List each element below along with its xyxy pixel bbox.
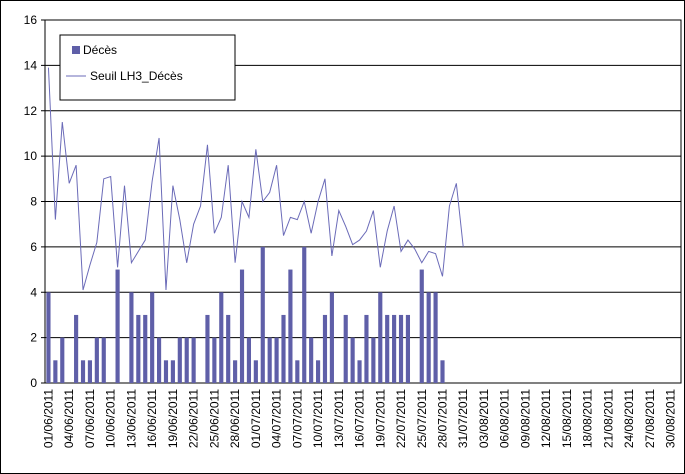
bar: [371, 337, 376, 383]
bar: [101, 337, 106, 383]
bar: [260, 246, 265, 383]
bar: [129, 292, 134, 383]
bar: [191, 337, 196, 383]
x-tick-label: 28/07/2011: [436, 389, 450, 448]
x-tick-label: 19/06/2011: [166, 389, 180, 448]
x-tick-label: 19/07/2011: [373, 389, 387, 448]
line: [47, 67, 464, 291]
x-tick-label: 22/07/2011: [394, 389, 408, 448]
x-tick-label: 07/07/2011: [290, 389, 304, 448]
bar: [233, 360, 238, 383]
x-tick-label: 28/06/2011: [228, 389, 242, 448]
bar: [309, 337, 314, 383]
bar: [115, 269, 120, 383]
bar: [315, 360, 321, 383]
bar: [80, 360, 86, 383]
bar: [392, 314, 397, 383]
y-tick-label: 14: [24, 58, 38, 72]
bar: [177, 337, 182, 383]
bar: [184, 337, 189, 383]
x-tick-label: 03/08/2011: [477, 389, 491, 448]
x-tick-label: 07/06/2011: [83, 389, 97, 448]
bar: [426, 292, 431, 383]
y-tick-label: 4: [30, 285, 37, 299]
bar: [267, 337, 272, 383]
y-tick-label: 2: [30, 331, 37, 345]
bar: [302, 246, 307, 383]
x-tick-label: 04/06/2011: [62, 389, 76, 448]
bar: [433, 292, 438, 383]
legend-swatch: [72, 46, 80, 54]
y-tick-label: 0: [30, 376, 37, 390]
bar: [205, 314, 210, 383]
bar: [74, 314, 79, 383]
bar: [156, 337, 162, 383]
x-tick-label: 15/08/2011: [560, 389, 574, 448]
bar: [150, 292, 155, 383]
x-tick-label: 16/06/2011: [145, 389, 159, 448]
bar: [60, 337, 65, 383]
bar: [329, 292, 334, 383]
bar: [274, 337, 279, 383]
bar: [281, 314, 286, 383]
x-tick-label: 16/07/2011: [353, 389, 367, 448]
bar: [385, 314, 390, 383]
legend-label: Décès: [83, 43, 117, 57]
y-tick-label: 6: [30, 240, 37, 254]
bar: [246, 337, 252, 383]
x-tick-label: 01/06/2011: [41, 389, 55, 448]
legend-label: Seuil LH3_Décès: [90, 69, 183, 83]
x-tick-label: 06/08/2011: [498, 389, 512, 448]
bar: [163, 360, 169, 383]
legend-box: [59, 34, 236, 101]
bar: [53, 360, 58, 383]
bar: [357, 360, 362, 383]
bar: [440, 360, 445, 383]
x-tick-label: 10/07/2011: [311, 389, 325, 448]
bar: [378, 292, 383, 383]
x-tick-label: 31/07/2011: [456, 389, 470, 448]
x-tick-label: 09/08/2011: [518, 389, 532, 448]
bar: [343, 314, 348, 383]
x-tick-label: 24/08/2011: [622, 389, 636, 448]
y-tick-label: 12: [24, 104, 38, 118]
bar: [87, 360, 93, 383]
x-tick-label: 27/08/2011: [643, 389, 657, 448]
bar: [253, 360, 258, 383]
bar: [46, 292, 51, 383]
x-tick-label: 13/07/2011: [332, 389, 346, 448]
x-tick-label: 21/08/2011: [601, 389, 615, 448]
x-tick-label: 22/06/2011: [187, 389, 201, 448]
x-tick-label: 10/06/2011: [104, 389, 118, 448]
y-tick-label: 10: [24, 149, 38, 163]
x-tick-label: 18/08/2011: [581, 389, 595, 448]
bar: [322, 314, 328, 383]
bar: [405, 314, 411, 383]
bar: [143, 314, 148, 383]
bar: [419, 269, 424, 383]
x-tick-label: 01/07/2011: [249, 389, 263, 448]
y-tick-label: 16: [24, 13, 38, 27]
y-tick-label: 8: [30, 195, 37, 209]
x-tick-label: 04/07/2011: [270, 389, 284, 448]
bar: [398, 314, 404, 383]
bar: [295, 360, 300, 383]
bar: [350, 337, 355, 383]
bar: [136, 314, 141, 383]
x-tick-label: 25/06/2011: [207, 389, 221, 448]
bar: [219, 292, 224, 383]
bar: [212, 337, 217, 383]
bar: [170, 360, 175, 383]
x-tick-label: 13/06/2011: [124, 389, 138, 448]
bar: [288, 269, 293, 383]
x-tick-label: 25/07/2011: [415, 389, 429, 448]
bar: [226, 314, 231, 383]
bar: [364, 314, 369, 383]
x-tick-label: 12/08/2011: [539, 389, 553, 448]
x-tick-label: 30/08/2011: [664, 389, 678, 448]
bar: [239, 269, 245, 383]
bar: [94, 337, 99, 383]
